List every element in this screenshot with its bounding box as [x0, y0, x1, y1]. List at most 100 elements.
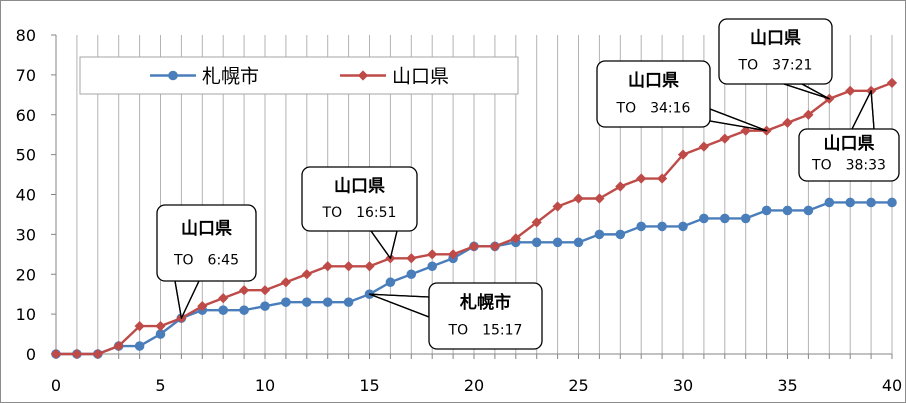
- data-point: [552, 237, 563, 248]
- x-tick-label: 30: [673, 376, 693, 395]
- data-point: [468, 241, 480, 252]
- data-point: [427, 249, 438, 260]
- data-point: [238, 285, 250, 296]
- data-point: [678, 221, 688, 232]
- data-point: [197, 301, 208, 312]
- callout-pointer-edge: [174, 280, 200, 319]
- y-tick-labels: 0 10 20 30 40 50 60 70 80: [16, 26, 36, 364]
- data-point: [531, 217, 542, 228]
- data-point: [657, 221, 667, 232]
- data-point: [824, 197, 835, 208]
- data-point: [364, 261, 375, 272]
- data-point: [406, 253, 417, 264]
- y-tick-label: 20: [16, 265, 36, 284]
- legend: 札幌市 山口県: [79, 56, 519, 95]
- data-point: [302, 297, 312, 307]
- callout-pointer-edge: [783, 83, 830, 100]
- data-point: [281, 297, 291, 307]
- data-point: [886, 77, 898, 88]
- callout-title: 札幌市: [459, 292, 511, 313]
- callout-title: 山口県: [750, 29, 801, 49]
- x-tick-label: 10: [255, 376, 275, 395]
- data-point: [720, 213, 730, 224]
- data-point: [260, 301, 270, 311]
- callout: 山口県 TO 37:21: [718, 18, 833, 100]
- callout-time: TO 15:17: [448, 322, 523, 338]
- callout-box: [301, 166, 418, 232]
- callout-time: TO 37:21: [738, 58, 813, 74]
- data-point: [845, 85, 856, 96]
- callouts: 山口県 TO 6:45 山口県 TO 16:51 札幌市 TO 15:17 山口県 TO 34…: [156, 18, 900, 350]
- data-point: [280, 277, 292, 288]
- y-tick-label: 30: [16, 225, 36, 244]
- data-point: [134, 341, 145, 351]
- data-point: [113, 340, 124, 352]
- data-point: [134, 320, 145, 332]
- data-point: [698, 141, 710, 152]
- callout-time: TO 34:16: [616, 100, 691, 116]
- data-point: [761, 205, 772, 216]
- callout: 山口県 TO 16:51: [301, 166, 418, 259]
- callout: 山口県 TO 6:45: [156, 204, 257, 319]
- data-point: [552, 201, 563, 212]
- data-point: [740, 125, 751, 136]
- x-tick-labels: 0 5 10 15 20 25 30 35 40: [51, 376, 902, 395]
- data-point: [510, 233, 521, 244]
- callout-pointer-edge: [370, 230, 398, 259]
- data-point: [699, 213, 709, 224]
- data-point: [677, 149, 689, 160]
- x-tick-label: 35: [777, 376, 797, 395]
- legend-label: 山口県: [392, 66, 449, 88]
- legend-swatch-marker: [168, 70, 178, 81]
- data-point: [343, 297, 354, 307]
- callout-title: 山口県: [628, 71, 679, 91]
- data-point: [531, 237, 542, 248]
- callout-time: TO 38:33: [811, 158, 886, 174]
- legend-swatch-marker: [357, 70, 369, 81]
- x-tick-label: 15: [359, 376, 379, 395]
- data-point: [218, 293, 229, 304]
- data-point: [427, 261, 438, 272]
- callout-box: [156, 204, 257, 282]
- data-point: [343, 261, 354, 272]
- data-point: [636, 221, 647, 232]
- y-tick-label: 0: [26, 345, 36, 364]
- callout-title: 山口県: [334, 176, 385, 196]
- data-point: [740, 213, 751, 224]
- y-tick-label: 10: [16, 305, 36, 324]
- callout-pointer-edge: [851, 90, 875, 130]
- data-point: [259, 285, 271, 296]
- callout-title: 山口県: [824, 134, 875, 154]
- data-point: [594, 193, 605, 204]
- data-point: [573, 237, 584, 248]
- callout-title: 山口県: [181, 219, 232, 239]
- data-point: [719, 133, 730, 144]
- data-point: [615, 229, 626, 240]
- data-point: [782, 117, 793, 128]
- callout-box: [596, 60, 711, 128]
- callout-box: [798, 128, 900, 182]
- callout-pointer-edge: [368, 293, 430, 318]
- y-tick-label: 80: [16, 26, 36, 45]
- x-tick-label: 5: [155, 376, 165, 395]
- callout-time: TO 6:45: [173, 252, 239, 268]
- legend-box: [79, 56, 519, 95]
- data-point: [636, 173, 647, 184]
- data-point: [92, 348, 103, 360]
- data-point: [803, 109, 814, 120]
- data-point: [887, 197, 897, 208]
- data-point: [866, 197, 876, 208]
- callout-pointer-edge: [709, 108, 768, 132]
- series-2: [50, 77, 898, 360]
- data-point: [782, 205, 793, 216]
- data-point: [239, 305, 249, 315]
- data-point: [50, 348, 62, 360]
- x-tick-label: 20: [464, 376, 484, 395]
- callout-time: TO 16:51: [322, 205, 397, 221]
- y-tick-label: 70: [16, 66, 36, 85]
- axes: [51, 34, 893, 359]
- data-point: [155, 320, 166, 332]
- data-point: [301, 269, 312, 280]
- data-point: [71, 348, 83, 360]
